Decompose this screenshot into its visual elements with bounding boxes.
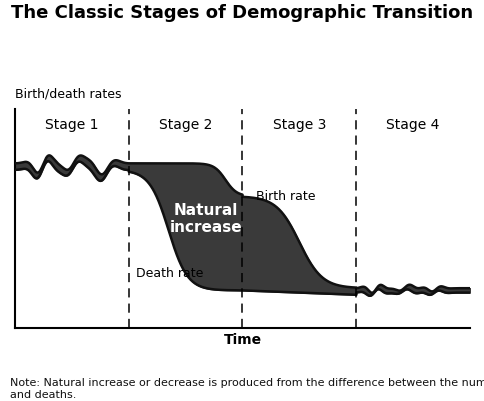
X-axis label: Time: Time [223,332,261,346]
Text: Stage 2: Stage 2 [159,118,212,132]
Text: Birth/death rates: Birth/death rates [15,87,121,101]
Text: Stage 4: Stage 4 [386,118,439,132]
Text: Birth rate: Birth rate [256,189,315,202]
Text: Death rate: Death rate [136,267,202,279]
Text: Stage 3: Stage 3 [272,118,325,132]
Text: The Classic Stages of Demographic Transition: The Classic Stages of Demographic Transi… [12,4,472,22]
Text: Natural
increase: Natural increase [169,203,242,235]
Text: Note: Natural increase or decrease is produced from the difference between the n: Note: Natural increase or decrease is pr… [10,377,484,399]
Text: Stage 1: Stage 1 [45,118,98,132]
